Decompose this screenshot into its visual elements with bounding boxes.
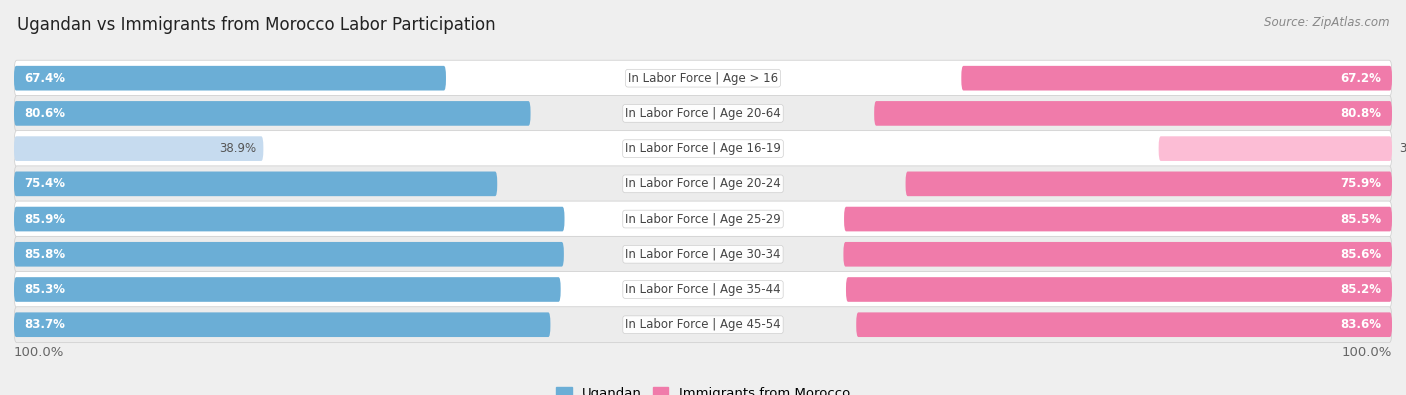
- Text: 85.8%: 85.8%: [24, 248, 66, 261]
- FancyBboxPatch shape: [844, 242, 1392, 267]
- FancyBboxPatch shape: [14, 312, 550, 337]
- Text: 36.4%: 36.4%: [1399, 142, 1406, 155]
- Text: 100.0%: 100.0%: [14, 346, 65, 359]
- FancyBboxPatch shape: [875, 101, 1392, 126]
- FancyBboxPatch shape: [14, 66, 446, 90]
- FancyBboxPatch shape: [14, 136, 263, 161]
- Text: 80.6%: 80.6%: [24, 107, 66, 120]
- FancyBboxPatch shape: [846, 277, 1392, 302]
- FancyBboxPatch shape: [14, 271, 1392, 307]
- Text: In Labor Force | Age 35-44: In Labor Force | Age 35-44: [626, 283, 780, 296]
- Text: In Labor Force | Age 25-29: In Labor Force | Age 25-29: [626, 213, 780, 226]
- FancyBboxPatch shape: [14, 166, 1392, 202]
- Text: 85.3%: 85.3%: [24, 283, 66, 296]
- FancyBboxPatch shape: [14, 131, 1392, 167]
- Text: 38.9%: 38.9%: [219, 142, 256, 155]
- FancyBboxPatch shape: [856, 312, 1392, 337]
- Legend: Ugandan, Immigrants from Morocco: Ugandan, Immigrants from Morocco: [551, 382, 855, 395]
- FancyBboxPatch shape: [14, 96, 1392, 132]
- Text: 85.6%: 85.6%: [1340, 248, 1382, 261]
- FancyBboxPatch shape: [844, 207, 1392, 231]
- Text: 83.7%: 83.7%: [24, 318, 65, 331]
- Text: 75.9%: 75.9%: [1340, 177, 1382, 190]
- Text: In Labor Force | Age 45-54: In Labor Force | Age 45-54: [626, 318, 780, 331]
- Text: In Labor Force | Age 16-19: In Labor Force | Age 16-19: [626, 142, 780, 155]
- FancyBboxPatch shape: [14, 207, 564, 231]
- Text: 67.2%: 67.2%: [1341, 71, 1382, 85]
- FancyBboxPatch shape: [905, 171, 1392, 196]
- Text: In Labor Force | Age 20-64: In Labor Force | Age 20-64: [626, 107, 780, 120]
- FancyBboxPatch shape: [14, 277, 561, 302]
- Text: 85.2%: 85.2%: [1340, 283, 1382, 296]
- Text: 83.6%: 83.6%: [1340, 318, 1382, 331]
- Text: In Labor Force | Age 20-24: In Labor Force | Age 20-24: [626, 177, 780, 190]
- Text: 80.8%: 80.8%: [1340, 107, 1382, 120]
- FancyBboxPatch shape: [14, 242, 564, 267]
- FancyBboxPatch shape: [14, 101, 530, 126]
- Text: 67.4%: 67.4%: [24, 71, 66, 85]
- FancyBboxPatch shape: [14, 307, 1392, 343]
- Text: 100.0%: 100.0%: [1341, 346, 1392, 359]
- Text: 85.9%: 85.9%: [24, 213, 66, 226]
- Text: In Labor Force | Age 30-34: In Labor Force | Age 30-34: [626, 248, 780, 261]
- FancyBboxPatch shape: [1159, 136, 1392, 161]
- Text: 85.5%: 85.5%: [1340, 213, 1382, 226]
- Text: Ugandan vs Immigrants from Morocco Labor Participation: Ugandan vs Immigrants from Morocco Labor…: [17, 16, 495, 34]
- FancyBboxPatch shape: [14, 60, 1392, 96]
- FancyBboxPatch shape: [14, 201, 1392, 237]
- FancyBboxPatch shape: [962, 66, 1392, 90]
- FancyBboxPatch shape: [14, 236, 1392, 272]
- Text: Source: ZipAtlas.com: Source: ZipAtlas.com: [1264, 16, 1389, 29]
- Text: 75.4%: 75.4%: [24, 177, 66, 190]
- Text: In Labor Force | Age > 16: In Labor Force | Age > 16: [628, 71, 778, 85]
- FancyBboxPatch shape: [14, 171, 498, 196]
